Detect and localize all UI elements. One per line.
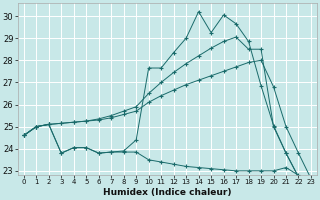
X-axis label: Humidex (Indice chaleur): Humidex (Indice chaleur) <box>103 188 232 197</box>
